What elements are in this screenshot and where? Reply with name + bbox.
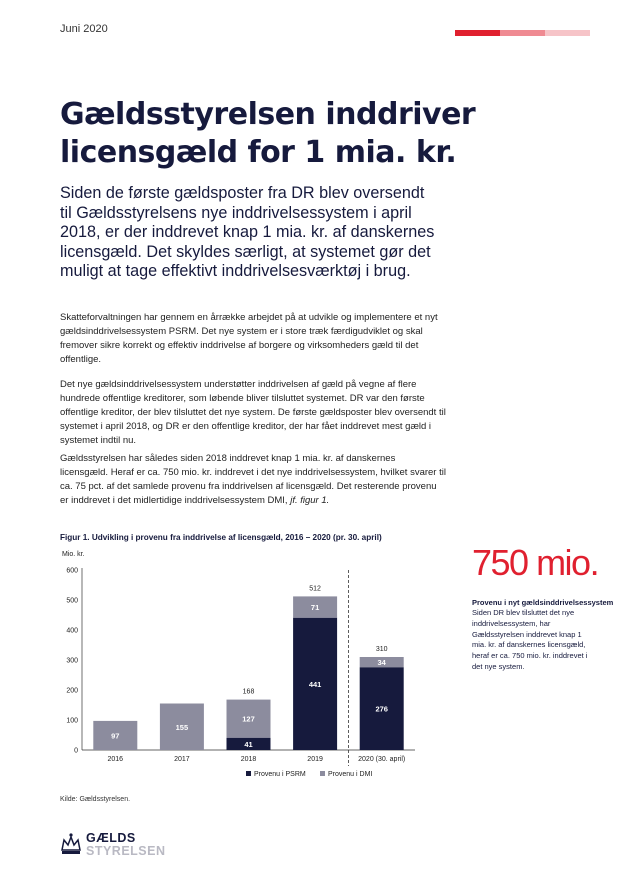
y-tick-label: 600	[66, 568, 78, 575]
logo: GÆLDS STYRELSEN	[60, 832, 166, 858]
accent-color-bars	[455, 30, 590, 36]
legend-label: Provenu i PSRM	[254, 771, 306, 778]
source-note: Kilde: Gældsstyrelsen.	[60, 796, 131, 803]
x-tick-label: 2020 (30. april)	[358, 756, 405, 763]
body-paragraph-1: Skatteforvaltningen har gennem en årrækk…	[60, 312, 438, 365]
legend-swatch	[246, 771, 251, 776]
bar-value-label: 34	[378, 658, 387, 667]
stat-text: Siden DR blev tilsluttet det nye inddriv…	[472, 608, 588, 671]
revenue-chart: Mio. kr. 0 100 200 300 400 500 600 97 2016 155 2017…	[62, 551, 415, 778]
crown-icon	[61, 833, 81, 854]
bar-value-label: 441	[309, 680, 322, 689]
figure-caption: Figur 1. Udvikling i provenu fra inddriv…	[60, 533, 382, 542]
bar-total-label: 168	[243, 689, 255, 696]
bar-value-label: 276	[375, 705, 388, 714]
page-title: Gældsstyrelsen inddriver licensgæld for …	[60, 96, 580, 172]
stat-value: 750 mio.	[472, 542, 600, 583]
date: Juni 2020	[60, 23, 108, 35]
page-title-line-1: Gældsstyrelsen inddriver	[60, 97, 476, 132]
bar-segment-dmi	[359, 657, 404, 668]
bar-segment-dmi	[159, 703, 204, 750]
accent-bar-pink	[500, 30, 545, 36]
x-tick-label: 2018	[241, 756, 257, 763]
x-tick-label: 2019	[307, 756, 323, 763]
bar-value-label: 127	[242, 715, 255, 724]
body-paragraph-3-text: Gældsstyrelsen har således siden 2018 in…	[60, 453, 446, 506]
bar-total-label: 512	[309, 585, 321, 592]
logo-line-1: GÆLDS	[86, 831, 136, 845]
bar-segment-dmi	[293, 596, 338, 618]
y-tick-label: 0	[74, 748, 78, 755]
legend-label: Provenu i DMI	[328, 771, 372, 778]
bar-total-label: 310	[376, 646, 388, 653]
bar-segment-dmi	[93, 720, 138, 750]
bar-value-label: 155	[176, 723, 189, 732]
accent-bar-light-pink	[545, 30, 590, 36]
lead-paragraph: Siden de første gældsposter fra DR blev …	[60, 184, 435, 280]
x-tick-label: 2016	[108, 756, 124, 763]
bar-segment-psrm	[293, 617, 338, 750]
stat-title: Provenu i nyt gældsinddrivelsessystem	[472, 598, 614, 607]
y-tick-label: 200	[66, 688, 78, 695]
figure-reference: jf. figur 1.	[290, 495, 330, 506]
bar-value-label: 71	[311, 603, 319, 612]
y-tick-label: 100	[66, 718, 78, 725]
body-paragraph-3: Gældsstyrelsen har således siden 2018 in…	[60, 452, 446, 508]
body-paragraph-2: Det nye gældsinddrivelsessystem understø…	[60, 379, 446, 446]
bar-segment-psrm	[226, 737, 271, 750]
accent-bar-red	[455, 30, 500, 36]
y-tick-label: 400	[66, 628, 78, 635]
logo-line-2: STYRELSEN	[86, 844, 166, 858]
y-tick-label: 300	[66, 658, 78, 665]
page-title-line-2: licensgæld for 1 mia. kr.	[60, 135, 457, 170]
bar-value-label: 97	[111, 731, 119, 740]
bar-value-label: 41	[244, 740, 252, 749]
bar-segment-dmi	[226, 699, 271, 738]
y-axis-label: Mio. kr.	[62, 551, 85, 558]
y-tick-label: 500	[66, 598, 78, 605]
bar-segment-psrm	[359, 667, 404, 750]
legend-swatch	[320, 771, 325, 776]
x-tick-label: 2017	[174, 756, 190, 763]
